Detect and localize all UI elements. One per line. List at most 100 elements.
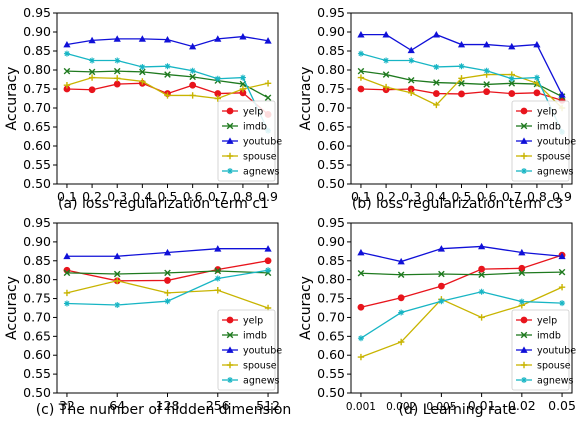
data-point-youtube xyxy=(533,40,541,48)
data-point-youtube xyxy=(239,32,247,40)
data-point-spouse xyxy=(164,92,171,99)
legend: yelp imdb youtube spouse agnews xyxy=(511,100,576,182)
legend-label: yelp xyxy=(243,316,263,327)
data-point-agnews xyxy=(508,75,515,82)
series-spouse xyxy=(63,74,272,102)
y-tick-label: 0.95 xyxy=(317,215,345,230)
legend-entry-youtube: youtube xyxy=(516,137,576,148)
x-tick-label: 0.2 xyxy=(376,189,396,204)
data-point-spouse xyxy=(214,95,221,102)
y-tick-label: 0.80 xyxy=(23,272,51,287)
data-point-yelp xyxy=(458,90,465,98)
data-point-agnews xyxy=(398,309,405,316)
legend-entry-yelp: yelp xyxy=(516,107,557,118)
y-tick-label: 0.65 xyxy=(317,328,345,343)
y-tick-label: 0.80 xyxy=(317,62,345,77)
y-axis-label: Accuracy xyxy=(4,67,20,131)
legend-marker xyxy=(227,377,233,383)
legend-marker xyxy=(520,137,528,144)
data-point-youtube xyxy=(437,245,445,252)
data-point-imdb xyxy=(139,68,146,76)
data-point-imdb xyxy=(518,269,526,277)
y-tick-label: 0.75 xyxy=(23,81,51,96)
data-point-youtube xyxy=(63,252,71,260)
data-point-youtube xyxy=(113,252,121,260)
data-point-agnews xyxy=(89,57,96,64)
legend: yelp imdb youtube spouse agnews xyxy=(217,309,282,391)
series-spouse xyxy=(63,277,272,312)
series-imdb xyxy=(357,268,566,279)
data-point-imdb xyxy=(438,270,445,278)
data-point-imdb xyxy=(214,267,222,275)
y-tick-label: 0.75 xyxy=(317,81,345,96)
legend-label: youtube xyxy=(243,137,282,148)
legend-marker xyxy=(226,137,234,144)
data-point-spouse xyxy=(139,78,146,85)
data-point-spouse xyxy=(88,74,96,81)
data-point-imdb xyxy=(264,94,272,102)
data-point-agnews xyxy=(478,288,485,295)
data-point-youtube xyxy=(478,242,486,250)
data-point-youtube xyxy=(357,31,365,38)
chart-panel-3: 0.50 0.55 0.60 0.65 0.70 0.75 0.80 0.85 0.90 0.95… xyxy=(4,215,291,418)
legend-entry-spouse: spouse xyxy=(516,152,571,163)
data-point-agnews xyxy=(164,63,171,70)
data-point-agnews xyxy=(139,63,146,70)
legend-entry-spouse: spouse xyxy=(222,361,277,372)
y-tick-label: 0.55 xyxy=(317,366,345,381)
y-tick-label: 0.65 xyxy=(317,119,345,134)
series-youtube xyxy=(63,245,272,260)
data-point-agnews xyxy=(483,67,490,74)
series-youtube xyxy=(357,242,566,265)
data-point-agnews xyxy=(265,267,272,274)
legend-label: imdb xyxy=(243,122,267,133)
legend-label: spouse xyxy=(537,152,571,163)
data-point-yelp xyxy=(189,81,197,89)
legend-marker xyxy=(227,168,233,174)
legend-marker xyxy=(226,346,234,353)
data-point-youtube xyxy=(163,36,172,43)
data-point-imdb xyxy=(113,67,121,75)
y-tick-label: 0.60 xyxy=(23,347,51,362)
legend-label: yelp xyxy=(243,107,263,118)
x-tick-label: 0.8 xyxy=(233,189,253,204)
data-point-yelp xyxy=(533,89,541,97)
data-point-spouse xyxy=(357,353,365,361)
panel-caption: (a) loss regularization term c1 xyxy=(58,196,269,212)
data-point-youtube xyxy=(264,37,272,44)
legend-marker xyxy=(226,152,234,160)
x-tick-label: 0.7 xyxy=(208,189,228,204)
series-imdb xyxy=(63,67,272,102)
data-point-yelp xyxy=(88,86,96,94)
y-tick-label: 0.70 xyxy=(23,100,51,115)
series-line-agnews xyxy=(360,291,563,339)
data-point-agnews xyxy=(533,74,540,81)
y-tick-label: 0.60 xyxy=(317,347,345,362)
legend-marker xyxy=(520,361,528,369)
legend-entry-spouse: spouse xyxy=(222,152,277,163)
data-point-imdb xyxy=(382,71,390,78)
y-tick-label: 0.55 xyxy=(317,157,345,172)
data-point-yelp xyxy=(264,257,272,265)
y-tick-label: 0.50 xyxy=(317,385,345,400)
x-tick-label: 0.3 xyxy=(107,189,127,204)
legend-label: imdb xyxy=(537,122,561,133)
x-tick-label: 0.6 xyxy=(183,189,203,204)
y-tick-label: 0.90 xyxy=(317,24,345,39)
data-point-youtube xyxy=(432,31,440,38)
x-tick-label: 0.2 xyxy=(82,189,102,204)
data-point-agnews xyxy=(383,57,390,64)
legend-box xyxy=(511,100,570,182)
legend-label: agnews xyxy=(243,376,279,387)
data-point-youtube xyxy=(457,40,466,48)
series-line-yelp xyxy=(360,254,563,308)
x-tick-label: 0.4 xyxy=(132,189,152,204)
data-point-youtube xyxy=(264,245,272,252)
data-point-agnews xyxy=(164,298,171,305)
data-point-spouse xyxy=(433,101,440,109)
data-point-imdb xyxy=(63,67,71,75)
legend-label: youtube xyxy=(537,137,576,148)
legend-marker xyxy=(226,316,234,324)
data-point-youtube xyxy=(397,257,405,265)
